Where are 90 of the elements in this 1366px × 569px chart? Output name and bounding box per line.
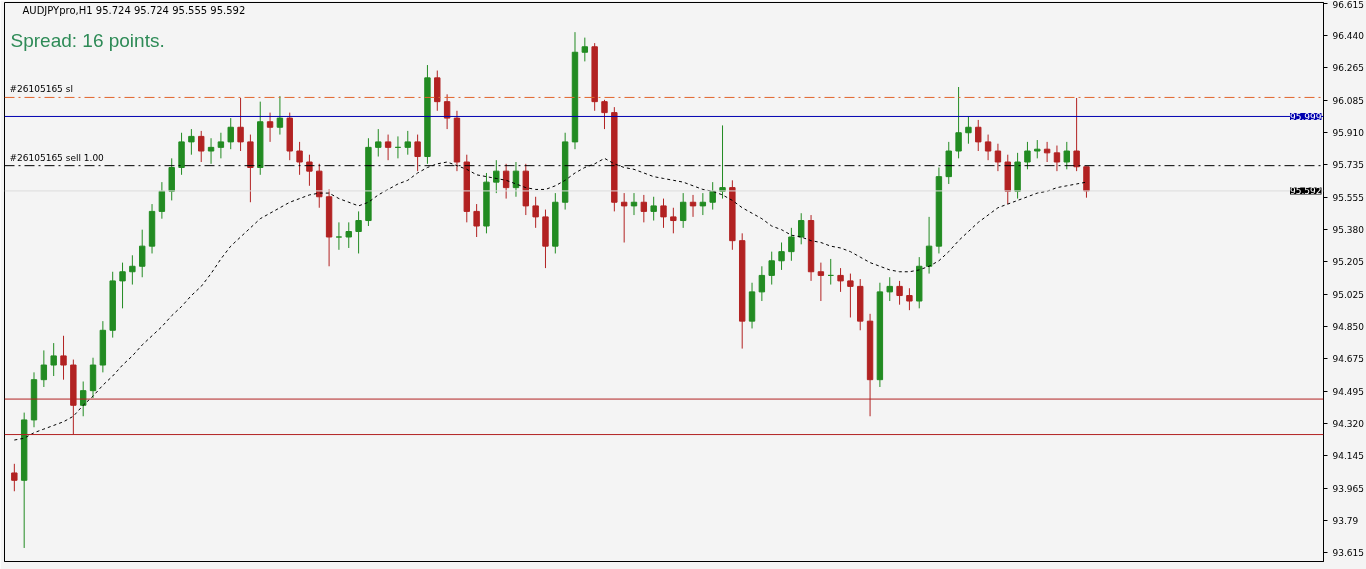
- candlestick: [758, 265, 766, 302]
- candlestick: [443, 93, 451, 130]
- candlestick: [699, 192, 707, 216]
- candlestick: [473, 203, 480, 238]
- candlestick: [11, 463, 18, 492]
- y-tick-label: 93.79: [1332, 516, 1359, 527]
- candlestick: [955, 86, 962, 159]
- candlestick: [689, 194, 697, 218]
- candlestick: [355, 210, 362, 254]
- candlestick: [965, 115, 972, 145]
- candlestick: [404, 130, 411, 156]
- candlestick: [296, 141, 303, 176]
- candlestick: [817, 262, 825, 302]
- y-tick-label: 95.205: [1332, 257, 1364, 268]
- candlestick: [601, 99, 608, 130]
- annotation: Spread: 16 points.: [10, 29, 165, 51]
- candlestick: [168, 157, 175, 201]
- y-tick-label: 93.615: [1332, 548, 1364, 559]
- candlestick: [227, 117, 234, 150]
- candlestick: [375, 128, 382, 158]
- candlestick: [906, 287, 913, 311]
- candlestick: [139, 229, 146, 278]
- candlestick: [768, 251, 775, 286]
- candlestick: [237, 97, 244, 152]
- y-tick-label: 95.555: [1332, 193, 1364, 204]
- candlestick: [798, 212, 805, 245]
- candlestick: [207, 137, 215, 165]
- candlestick: [40, 349, 48, 388]
- candlestick: [886, 276, 893, 302]
- candlestick: [335, 221, 343, 251]
- candlestick: [620, 192, 628, 243]
- candlestick: [414, 134, 421, 172]
- candlestick: [975, 119, 982, 152]
- candlestick: [709, 181, 716, 211]
- candlestick: [532, 196, 539, 229]
- candlestick: [925, 216, 933, 275]
- candlestick: [50, 342, 57, 377]
- y-tick-label: 93.965: [1332, 484, 1364, 495]
- y-tick-label: 94.145: [1332, 451, 1364, 462]
- ref-line-label: 95.999: [1290, 111, 1322, 122]
- candlestick: [188, 128, 195, 156]
- y-tick-label: 96.440: [1332, 31, 1365, 42]
- candlestick: [345, 221, 352, 249]
- candlestick: [1063, 141, 1070, 170]
- candlestick: [276, 95, 284, 136]
- candlestick: [384, 134, 392, 161]
- candlestick: [266, 112, 274, 143]
- candlestick: [158, 181, 166, 220]
- candlestick: [1043, 141, 1051, 163]
- candlestick: [581, 37, 589, 62]
- candlestick: [640, 194, 648, 223]
- y-tick-label: 95.025: [1332, 290, 1364, 301]
- candlestick: [679, 192, 687, 229]
- candlestick: [198, 130, 205, 163]
- ref-line-label: #26105165 sl: [9, 84, 73, 95]
- candlestick: [994, 143, 1002, 172]
- candlestick: [896, 280, 903, 306]
- candlestick: [434, 70, 441, 112]
- candlestick: [788, 227, 795, 262]
- candlestick: [984, 134, 992, 161]
- candlestick: [1034, 139, 1041, 159]
- y-tick-label: 96.615: [1332, 0, 1364, 10]
- candlestick: [660, 198, 667, 229]
- candlestick: [493, 159, 500, 194]
- candlestick: [670, 207, 677, 234]
- y-tick-label: 96.265: [1332, 63, 1364, 74]
- candlestick: [60, 335, 67, 381]
- candlestick: [129, 254, 136, 286]
- candlestick: [306, 154, 313, 187]
- ref-line-label: 95.592: [1290, 186, 1322, 197]
- y-tick-label: 96.085: [1332, 96, 1364, 107]
- candlestick: [847, 273, 854, 318]
- y-tick-label: 94.320: [1332, 419, 1365, 430]
- candlestick: [1073, 97, 1080, 172]
- y-tick-label: 95.910: [1332, 128, 1365, 139]
- ref-line-label: #26105165 sell 1.00: [9, 152, 105, 163]
- candlestick: [1053, 145, 1061, 172]
- candlestick: [119, 262, 126, 309]
- y-tick-label: 94.675: [1332, 354, 1364, 365]
- candlestick: [217, 132, 225, 159]
- candlestick: [630, 192, 638, 216]
- candlestick: [778, 241, 785, 271]
- candlestick: [650, 196, 657, 222]
- y-tick-label: 94.850: [1332, 322, 1365, 333]
- candlestick: [1024, 141, 1031, 170]
- chart-title: AUDJPYpro,H1 95.724 95.724 95.555 95.592: [22, 4, 246, 16]
- candlestick: [837, 267, 844, 293]
- y-tick-label: 95.735: [1332, 160, 1364, 171]
- y-tick-label: 95.380: [1332, 225, 1365, 236]
- y-tick-label: 94.495: [1332, 387, 1364, 398]
